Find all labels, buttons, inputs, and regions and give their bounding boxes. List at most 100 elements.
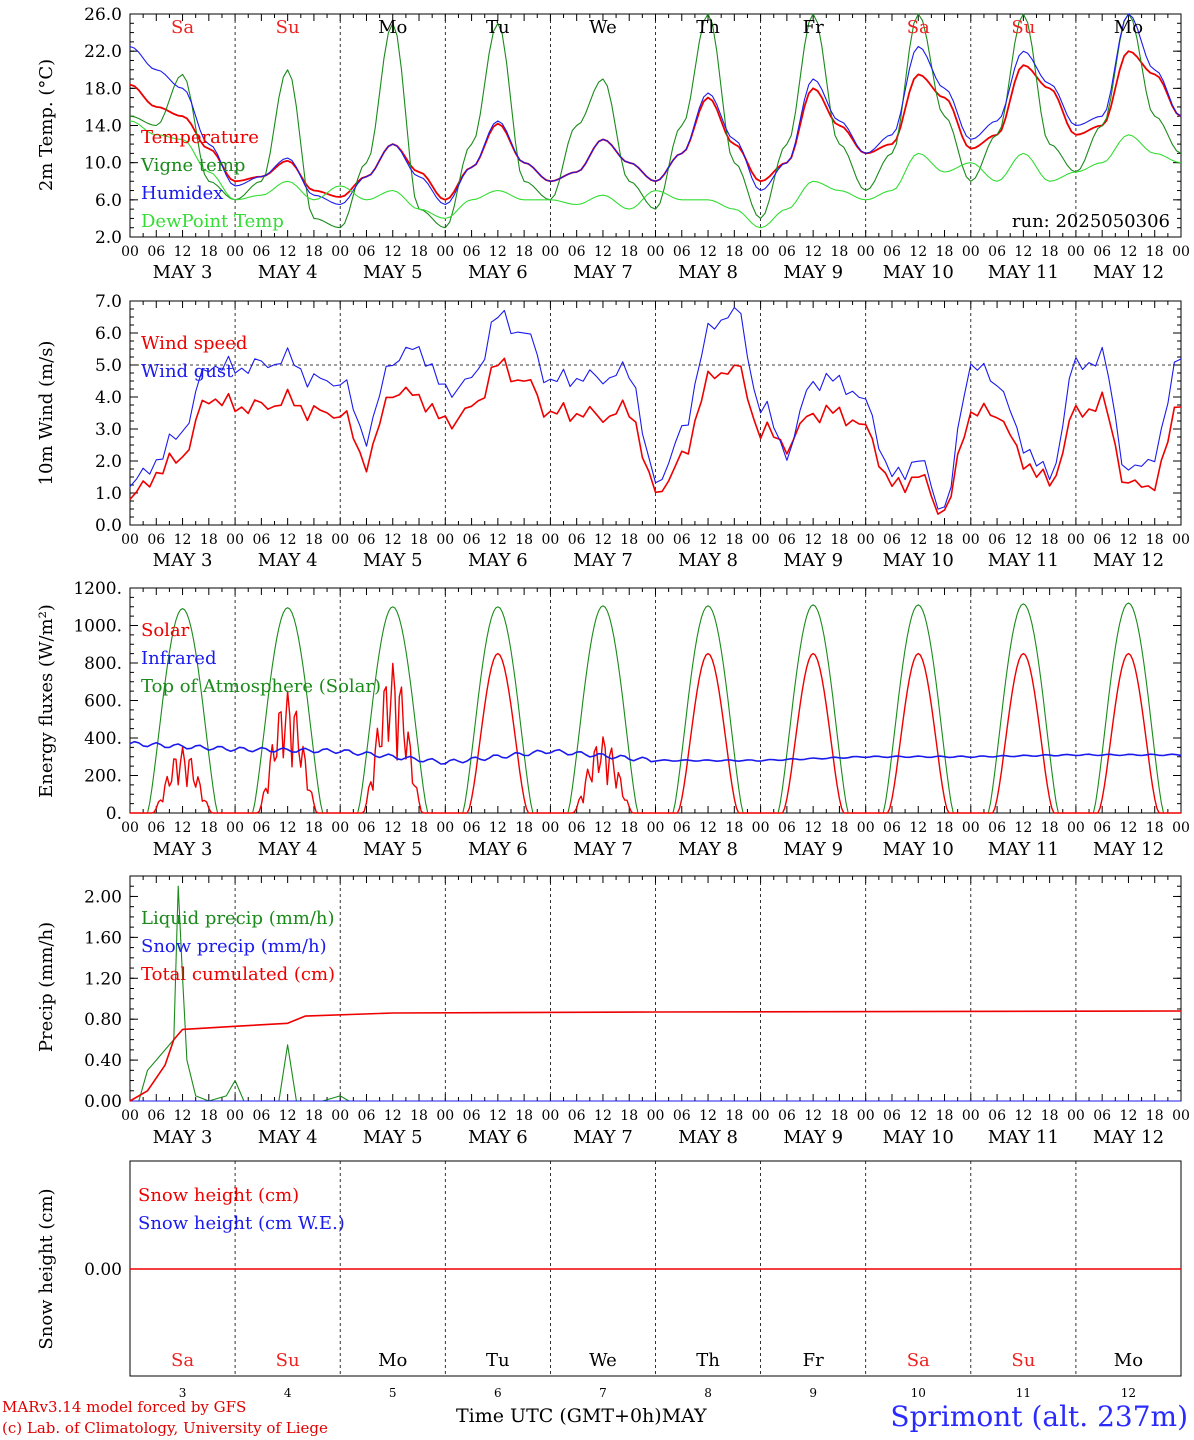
hour-tick-label: 00 [857, 532, 875, 548]
day-name: Th [696, 1350, 720, 1371]
y-tick-label: 0.00 [84, 1260, 122, 1280]
hour-tick-label: 06 [358, 532, 376, 548]
hour-tick-label: 18 [1041, 1108, 1059, 1124]
legend-red: Snow height (cm) [138, 1185, 299, 1206]
hour-tick-label: 06 [883, 244, 901, 260]
y-axis-label: Precip (mm/h) [36, 922, 57, 1052]
hour-tick-label: 06 [1093, 1108, 1111, 1124]
legend-red: Solar [141, 620, 190, 641]
hour-tick-label: 06 [252, 1108, 270, 1124]
day-name: Fr [803, 17, 824, 38]
series-line-solar [130, 652, 1181, 814]
hour-tick-label: 00 [857, 1108, 875, 1124]
run-label: run: 2025050306 [1012, 211, 1170, 232]
hour-tick-label: 00 [1172, 820, 1190, 836]
hour-tick-label: 18 [200, 1108, 218, 1124]
hour-tick-label: 00 [436, 532, 454, 548]
y-tick-label: 14.0 [84, 117, 122, 137]
hour-tick-label: 12 [1120, 532, 1138, 548]
hour-tick-label: 12 [384, 1108, 402, 1124]
hour-tick-label: 12 [1014, 244, 1032, 260]
hour-tick-label: 12 [1120, 244, 1138, 260]
day-name: Fr [803, 1350, 824, 1371]
hour-tick-label: 12 [1014, 1108, 1032, 1124]
y-tick-label: 4.0 [95, 388, 122, 408]
hour-tick-label: 00 [541, 1108, 559, 1124]
date-label: MAY 5 [363, 1127, 423, 1148]
hour-tick-label: 06 [147, 1108, 165, 1124]
date-label: MAY 10 [883, 262, 954, 283]
legend-blue: Wind gust [141, 361, 234, 382]
hour-tick-label: 12 [1014, 820, 1032, 836]
hour-tick-label: 00 [226, 820, 244, 836]
y-tick-label: 0.0 [95, 516, 122, 536]
date-label: MAY 12 [1093, 262, 1164, 283]
hour-tick-label: 18 [410, 244, 428, 260]
hour-tick-label: 12 [279, 1108, 297, 1124]
hour-tick-label: 18 [305, 244, 323, 260]
hour-tick-label: 00 [1067, 820, 1085, 836]
hour-tick-label: 06 [988, 532, 1006, 548]
series-line-blue [129, 13, 1182, 206]
day-number: 10 [911, 1386, 926, 1400]
date-label: MAY 11 [988, 262, 1059, 283]
day-name: Su [1011, 1350, 1035, 1371]
hour-tick-label: 00 [857, 820, 875, 836]
hour-tick-label: 00 [226, 1108, 244, 1124]
hour-tick-label: 18 [305, 532, 323, 548]
y-tick-label: 1.20 [84, 969, 122, 989]
y-tick-label: 400. [84, 729, 122, 749]
hour-tick-label: 06 [778, 820, 796, 836]
hour-tick-label: 12 [909, 244, 927, 260]
hour-tick-label: 18 [515, 244, 533, 260]
hour-tick-label: 06 [358, 244, 376, 260]
day-number: 4 [284, 1386, 292, 1400]
hour-tick-label: 00 [1172, 532, 1190, 548]
hour-tick-label: 18 [936, 1108, 954, 1124]
day-number: 5 [389, 1386, 397, 1400]
date-label: MAY 7 [573, 550, 633, 571]
day-number: 12 [1121, 1386, 1136, 1400]
day-name: Sa [907, 1350, 930, 1371]
series-line-infrared [129, 740, 1182, 765]
date-label: MAY 9 [783, 839, 843, 860]
date-label: MAY 5 [363, 262, 423, 283]
hour-tick-label: 00 [331, 244, 349, 260]
panel-frame [129, 13, 1182, 238]
hour-tick-label: 00 [647, 1108, 665, 1124]
hour-tick-label: 06 [883, 820, 901, 836]
hour-tick-label: 00 [752, 1108, 770, 1124]
hour-tick-label: 18 [305, 820, 323, 836]
hour-tick-label: 00 [226, 532, 244, 548]
hour-tick-label: 18 [1146, 1108, 1164, 1124]
hour-tick-label: 12 [594, 820, 612, 836]
hour-tick-label: 18 [1146, 532, 1164, 548]
hour-tick-label: 00 [752, 532, 770, 548]
day-number: 6 [494, 1386, 502, 1400]
hour-tick-label: 00 [962, 1108, 980, 1124]
date-label: MAY 6 [468, 262, 528, 283]
hour-tick-label: 00 [647, 532, 665, 548]
date-label: MAY 5 [363, 839, 423, 860]
hour-tick-label: 12 [174, 1108, 192, 1124]
legend-red: Total cumulated (cm) [141, 964, 335, 985]
hour-tick-label: 00 [331, 820, 349, 836]
y-tick-label: 2.00 [84, 887, 122, 907]
hour-tick-label: 18 [410, 820, 428, 836]
hour-tick-label: 12 [909, 1108, 927, 1124]
hour-tick-label: 12 [804, 1108, 822, 1124]
hour-tick-label: 12 [174, 532, 192, 548]
y-tick-label: 6.0 [95, 324, 122, 344]
hour-tick-label: 18 [305, 1108, 323, 1124]
y-tick-label: 5.0 [95, 356, 122, 376]
hour-tick-label: 18 [410, 1108, 428, 1124]
panel-1: 00 06 12 18 00 06 12 18 00 06 12 18 00 06 12 18 00 06 12 18… [121, 13, 1190, 283]
hour-tick-label: 06 [883, 532, 901, 548]
hour-tick-label: 06 [463, 820, 481, 836]
y-tick-label: 2.0 [95, 452, 122, 472]
hour-tick-label: 00 [541, 532, 559, 548]
y-axis-label: 10m Wind (m/s) [36, 341, 57, 486]
hour-tick-label: 06 [147, 244, 165, 260]
hour-tick-label: 12 [384, 532, 402, 548]
